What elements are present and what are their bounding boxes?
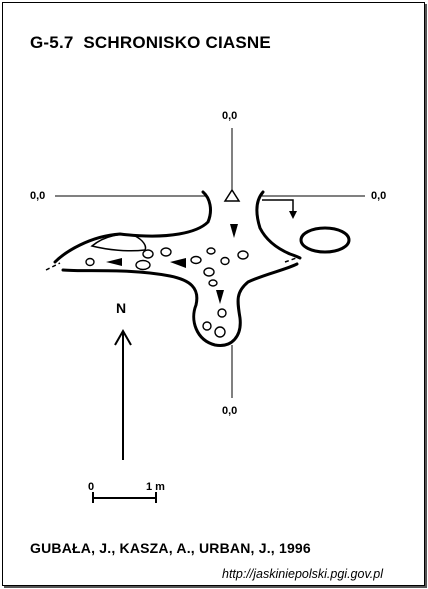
slope-arrows-icon — [106, 224, 238, 304]
side-chamber — [299, 226, 351, 254]
ledge-line — [90, 233, 147, 252]
source-url[interactable]: http://jaskiniepolski.pgi.gov.pl — [222, 567, 383, 581]
north-label: N — [116, 300, 127, 316]
scale-bar — [92, 492, 157, 503]
datum-triangle-icon — [223, 188, 241, 202]
north-arrow-icon — [114, 328, 132, 460]
map-frame — [2, 2, 425, 586]
dashed-lines — [45, 256, 300, 271]
grid-lines — [55, 128, 365, 398]
grid-label-right: 0,0 — [371, 190, 387, 202]
scale-end-label: 1 m — [146, 481, 165, 493]
entrance-arrow-icon — [262, 199, 294, 213]
grid-label-top: 0,0 — [222, 110, 238, 122]
scale-start-label: 0 — [88, 481, 95, 493]
grid-label-left: 0,0 — [30, 190, 46, 202]
authors-credit: GUBAŁA, J., KASZA, A., URBAN, J., 1996 — [30, 540, 311, 556]
cave-outline — [53, 190, 302, 347]
map-title: G-5.7 SCHRONISKO CIASNE — [30, 33, 271, 52]
rubble — [85, 247, 249, 338]
grid-label-bottom: 0,0 — [222, 405, 238, 417]
